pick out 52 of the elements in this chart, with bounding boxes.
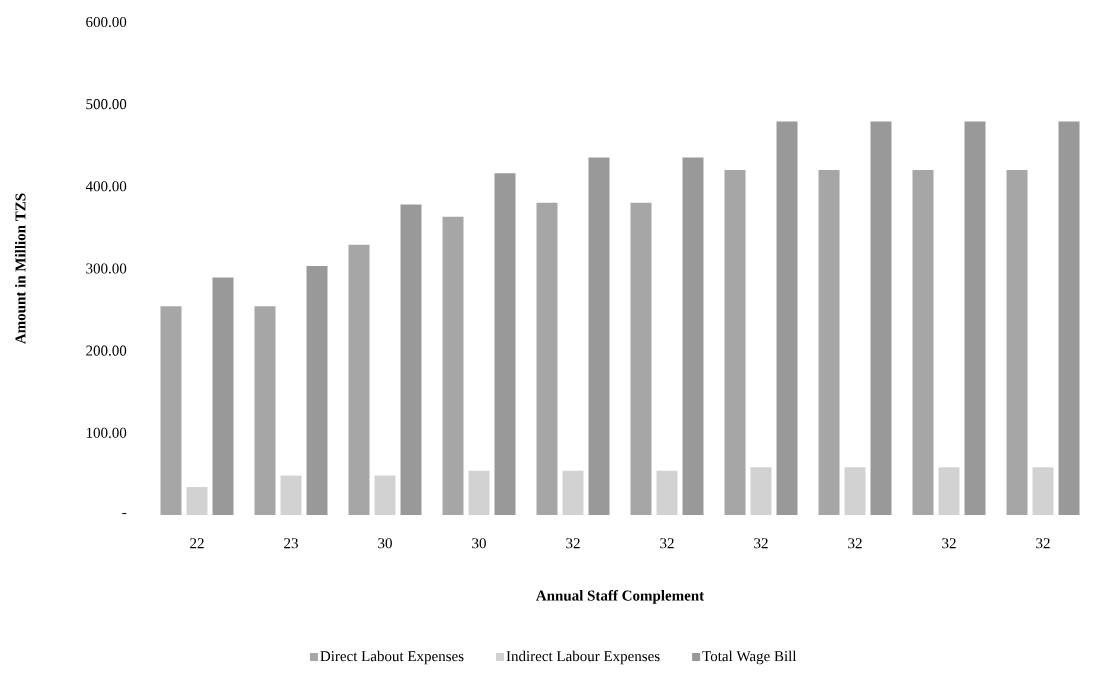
bar bbox=[938, 467, 960, 515]
x-tick-label: 32 bbox=[754, 538, 768, 549]
y-tick-label: 100.00 bbox=[86, 427, 127, 438]
bar bbox=[776, 121, 798, 515]
bar bbox=[442, 216, 464, 515]
legend-label: Direct Labout Expenses bbox=[320, 650, 464, 665]
bar bbox=[750, 467, 772, 515]
bar bbox=[468, 470, 490, 515]
legend-label: Indirect Labour Expenses bbox=[506, 650, 660, 665]
y-tick-label: 200.00 bbox=[86, 345, 127, 356]
x-tick-label: 23 bbox=[284, 538, 298, 549]
y-tick-label: 400.00 bbox=[85, 181, 127, 192]
y-tick-label: 500.00 bbox=[86, 99, 127, 110]
bar bbox=[280, 475, 302, 515]
x-tick-label: 30 bbox=[378, 538, 392, 549]
bar bbox=[844, 467, 866, 515]
y-axis-title: Amount in Million TZS bbox=[14, 193, 26, 344]
bar bbox=[1032, 467, 1054, 515]
bar bbox=[212, 277, 234, 515]
bar bbox=[562, 470, 584, 515]
bar bbox=[254, 306, 276, 515]
x-tick-label: 32 bbox=[660, 538, 674, 549]
bar bbox=[348, 244, 370, 515]
x-tick-label: 30 bbox=[472, 538, 486, 549]
x-tick-label: 32 bbox=[566, 538, 580, 549]
bar bbox=[1006, 169, 1028, 515]
bar bbox=[536, 202, 558, 515]
bar bbox=[400, 204, 422, 515]
x-tick-label: 22 bbox=[190, 538, 204, 549]
y-tick-label: - bbox=[122, 512, 127, 515]
bar bbox=[186, 487, 208, 515]
bar bbox=[630, 202, 652, 515]
bar bbox=[682, 157, 704, 515]
bar bbox=[656, 470, 678, 515]
x-tick-label: 32 bbox=[848, 538, 862, 549]
bar bbox=[818, 169, 840, 515]
legend-label: Total Wage Bill bbox=[702, 650, 797, 665]
x-axis-title: Annual Staff Complement bbox=[535, 589, 705, 604]
bar bbox=[870, 121, 892, 515]
x-tick-label: 32 bbox=[942, 538, 956, 549]
x-tick-label: 32 bbox=[1036, 538, 1050, 549]
bar bbox=[588, 157, 610, 515]
bar bbox=[494, 173, 516, 515]
bar bbox=[724, 169, 746, 515]
y-tick-label: 300.00 bbox=[86, 263, 127, 274]
bar bbox=[306, 266, 328, 515]
bar bbox=[964, 121, 986, 515]
bar bbox=[374, 475, 396, 515]
y-tick-label: 600.00 bbox=[86, 16, 127, 28]
bar bbox=[912, 169, 934, 515]
bar bbox=[1058, 121, 1080, 515]
bar bbox=[160, 306, 182, 515]
